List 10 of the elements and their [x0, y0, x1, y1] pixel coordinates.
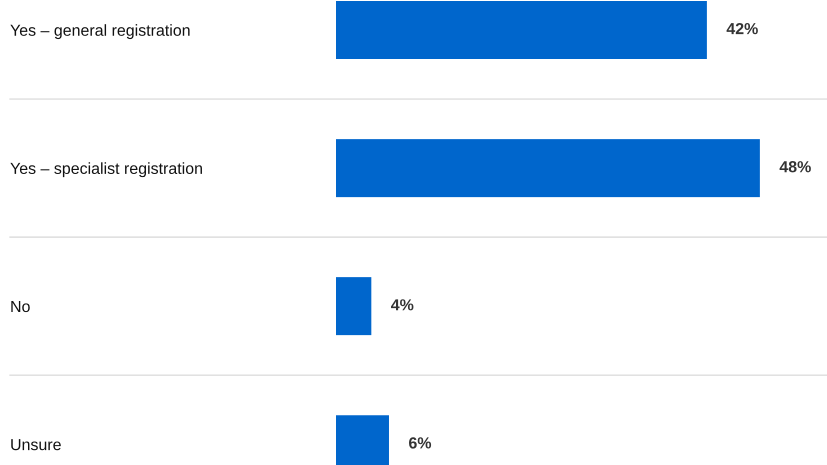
data-label: 4% — [391, 299, 414, 310]
y-tick-label: Yes – general registration — [10, 24, 190, 40]
data-label: 42% — [726, 22, 758, 34]
y-tick-label: Yes – specialist registration — [10, 162, 202, 178]
data-label: 6% — [409, 437, 432, 449]
data-label: 48% — [780, 161, 811, 172]
bar — [336, 139, 760, 198]
bar — [336, 0, 707, 59]
y-tick-label: No — [11, 300, 30, 312]
y-tick-label: Unsure — [11, 439, 61, 450]
